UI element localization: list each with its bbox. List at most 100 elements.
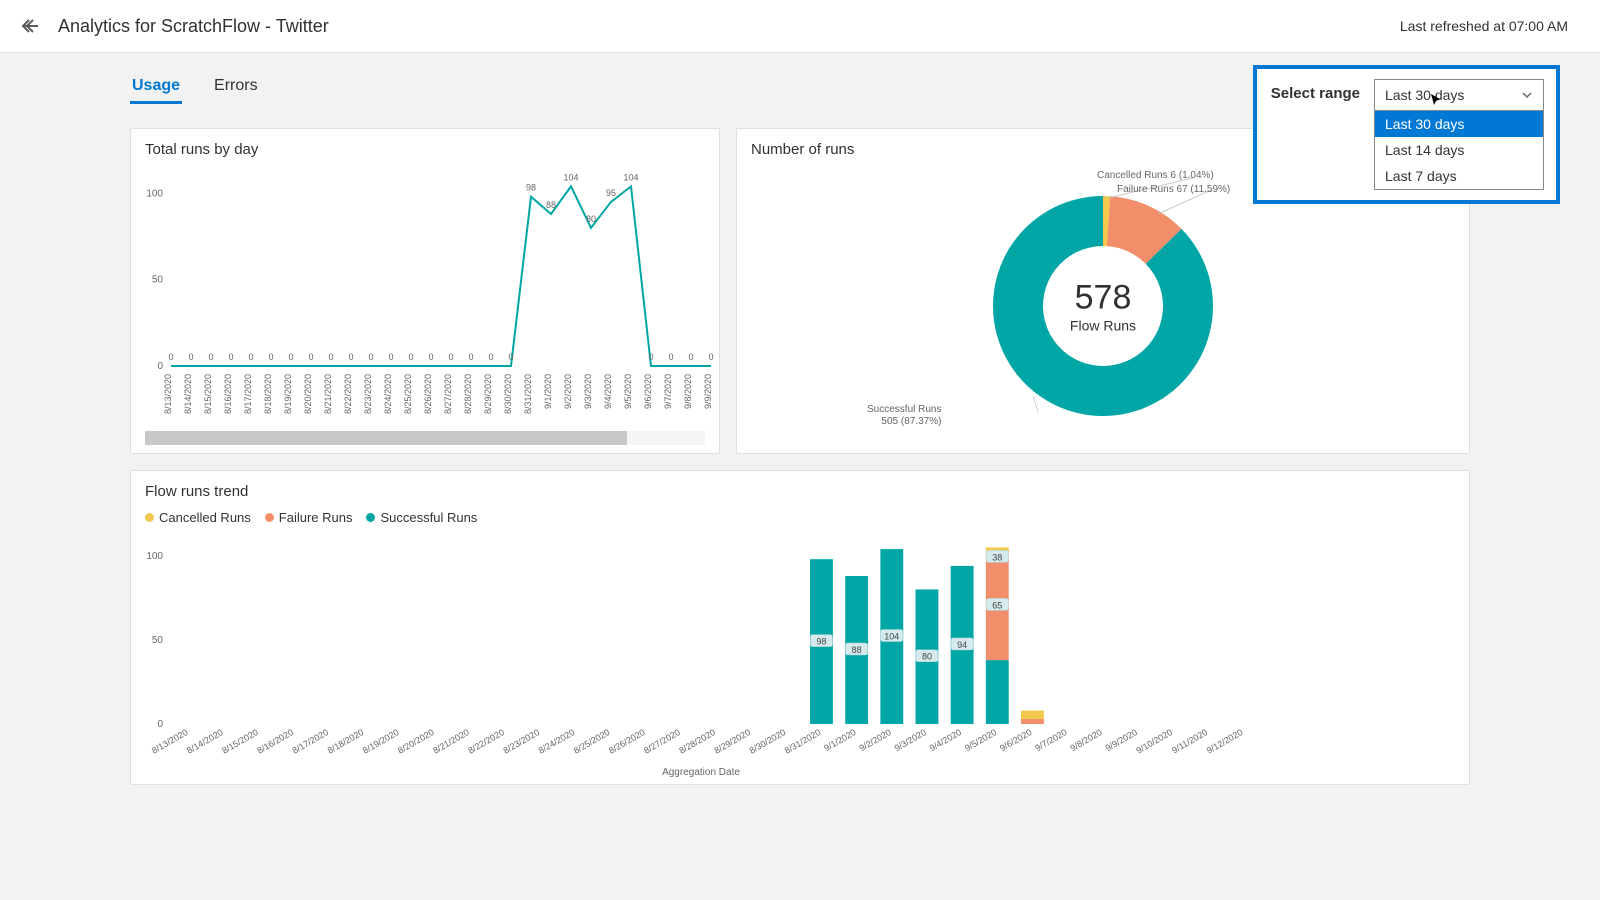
svg-text:8/31/2020: 8/31/2020 xyxy=(523,374,533,414)
svg-text:9/1/2020: 9/1/2020 xyxy=(822,727,857,753)
svg-text:8/15/2020: 8/15/2020 xyxy=(203,374,213,414)
svg-text:8/26/2020: 8/26/2020 xyxy=(423,374,433,414)
svg-text:8/24/2020: 8/24/2020 xyxy=(537,727,577,756)
svg-text:0: 0 xyxy=(228,352,233,362)
svg-text:0: 0 xyxy=(157,361,163,372)
svg-text:8/30/2020: 8/30/2020 xyxy=(503,374,513,414)
legend-cancelled: Cancelled Runs xyxy=(145,510,251,525)
svg-text:9/7/2020: 9/7/2020 xyxy=(663,374,673,409)
svg-text:8/13/2020: 8/13/2020 xyxy=(150,727,190,756)
legend-failure: Failure Runs xyxy=(265,510,353,525)
donut-label-failure: Failure Runs 67 (11.59%) xyxy=(1117,184,1230,196)
legend-success: Successful Runs xyxy=(366,510,477,525)
svg-text:8/20/2020: 8/20/2020 xyxy=(396,727,436,756)
svg-text:Aggregation Date: Aggregation Date xyxy=(662,767,740,778)
svg-text:95: 95 xyxy=(606,188,616,198)
svg-text:98: 98 xyxy=(526,183,536,193)
svg-text:8/22/2020: 8/22/2020 xyxy=(466,727,506,756)
svg-text:0: 0 xyxy=(428,352,433,362)
svg-text:8/14/2020: 8/14/2020 xyxy=(183,374,193,414)
svg-text:8/19/2020: 8/19/2020 xyxy=(361,727,401,756)
svg-text:100: 100 xyxy=(146,188,163,199)
svg-text:8/17/2020: 8/17/2020 xyxy=(243,374,253,414)
legend-dot-success xyxy=(366,513,375,522)
chevron-down-icon xyxy=(1521,89,1533,101)
line-chart-scrollbar[interactable] xyxy=(145,431,705,445)
last-refreshed-label: Last refreshed at 07:00 AM xyxy=(1400,18,1568,34)
svg-text:9/2/2020: 9/2/2020 xyxy=(857,727,892,753)
svg-text:0: 0 xyxy=(668,352,673,362)
trend-legend: Cancelled Runs Failure Runs Successful R… xyxy=(131,508,1469,529)
donut-total: 578 xyxy=(1070,279,1136,318)
svg-text:8/31/2020: 8/31/2020 xyxy=(783,727,823,756)
svg-text:98: 98 xyxy=(816,637,826,647)
svg-text:100: 100 xyxy=(146,551,163,562)
back-arrow-icon[interactable] xyxy=(18,14,42,38)
svg-text:8/23/2020: 8/23/2020 xyxy=(502,727,542,756)
trend-chart: 0501009888104809465388/13/20208/14/20208… xyxy=(131,529,1271,779)
svg-text:9/8/2020: 9/8/2020 xyxy=(683,374,693,409)
svg-text:8/15/2020: 8/15/2020 xyxy=(220,727,260,756)
tab-errors[interactable]: Errors xyxy=(212,71,260,104)
svg-text:9/6/2020: 9/6/2020 xyxy=(998,727,1033,753)
svg-text:9/10/2020: 9/10/2020 xyxy=(1134,727,1174,756)
svg-text:0: 0 xyxy=(688,352,693,362)
svg-text:9/9/2020: 9/9/2020 xyxy=(1104,727,1139,753)
svg-text:8/19/2020: 8/19/2020 xyxy=(283,374,293,414)
range-option-14[interactable]: Last 14 days xyxy=(1375,137,1543,163)
line-chart: 0501000000000000000000009888104809510400… xyxy=(131,166,721,426)
svg-text:104: 104 xyxy=(563,172,578,182)
svg-text:9/2/2020: 9/2/2020 xyxy=(563,374,573,409)
svg-text:8/25/2020: 8/25/2020 xyxy=(572,727,612,756)
svg-text:0: 0 xyxy=(448,352,453,362)
svg-text:0: 0 xyxy=(368,352,373,362)
svg-text:9/5/2020: 9/5/2020 xyxy=(623,374,633,409)
range-selected-value: Last 30 days xyxy=(1385,87,1464,103)
tabs: Usage Errors xyxy=(130,71,260,104)
svg-text:9/12/2020: 9/12/2020 xyxy=(1205,727,1245,756)
svg-text:0: 0 xyxy=(157,719,163,730)
line-chart-title: Total runs by day xyxy=(131,129,719,166)
svg-text:9/5/2020: 9/5/2020 xyxy=(963,727,998,753)
svg-text:0: 0 xyxy=(648,352,653,362)
range-dropdown-toggle[interactable]: Last 30 days xyxy=(1374,79,1544,111)
tab-usage[interactable]: Usage xyxy=(130,71,182,104)
svg-text:8/16/2020: 8/16/2020 xyxy=(255,727,295,756)
svg-text:0: 0 xyxy=(268,352,273,362)
svg-text:9/8/2020: 9/8/2020 xyxy=(1068,727,1103,753)
svg-text:8/21/2020: 8/21/2020 xyxy=(323,374,333,414)
donut-sub: Flow Runs xyxy=(1070,318,1136,334)
svg-text:8/28/2020: 8/28/2020 xyxy=(463,374,473,414)
svg-text:8/18/2020: 8/18/2020 xyxy=(326,727,366,756)
svg-text:9/9/2020: 9/9/2020 xyxy=(703,374,713,409)
svg-text:0: 0 xyxy=(348,352,353,362)
donut-center: 578 Flow Runs xyxy=(1070,279,1136,334)
svg-text:8/27/2020: 8/27/2020 xyxy=(443,374,453,414)
svg-text:80: 80 xyxy=(586,214,596,224)
trend-title: Flow runs trend xyxy=(131,471,1469,508)
card-flow-runs-trend: Flow runs trend Cancelled Runs Failure R… xyxy=(130,470,1470,785)
svg-text:104: 104 xyxy=(623,172,638,182)
svg-text:8/17/2020: 8/17/2020 xyxy=(291,727,331,756)
svg-text:65: 65 xyxy=(992,600,1002,610)
svg-text:8/26/2020: 8/26/2020 xyxy=(607,727,647,756)
svg-text:8/22/2020: 8/22/2020 xyxy=(343,374,353,414)
svg-text:8/23/2020: 8/23/2020 xyxy=(363,374,373,414)
svg-text:80: 80 xyxy=(922,652,932,662)
svg-text:0: 0 xyxy=(508,352,513,362)
svg-text:88: 88 xyxy=(852,645,862,655)
svg-text:38: 38 xyxy=(992,552,1002,562)
svg-text:9/4/2020: 9/4/2020 xyxy=(928,727,963,753)
svg-text:0: 0 xyxy=(308,352,313,362)
svg-text:50: 50 xyxy=(152,275,164,286)
range-option-30[interactable]: Last 30 days xyxy=(1375,111,1543,137)
svg-text:8/30/2020: 8/30/2020 xyxy=(748,727,788,756)
svg-text:9/1/2020: 9/1/2020 xyxy=(543,374,553,409)
card-number-of-runs: Number of runs 578 Flow Runs Cancelled R… xyxy=(736,128,1470,454)
svg-text:9/11/2020: 9/11/2020 xyxy=(1170,727,1209,755)
svg-text:0: 0 xyxy=(288,352,293,362)
donut-label-cancelled: Cancelled Runs 6 (1.04%) xyxy=(1097,170,1214,182)
legend-dot-cancelled xyxy=(145,513,154,522)
svg-text:88: 88 xyxy=(546,200,556,210)
svg-text:8/29/2020: 8/29/2020 xyxy=(712,727,752,756)
